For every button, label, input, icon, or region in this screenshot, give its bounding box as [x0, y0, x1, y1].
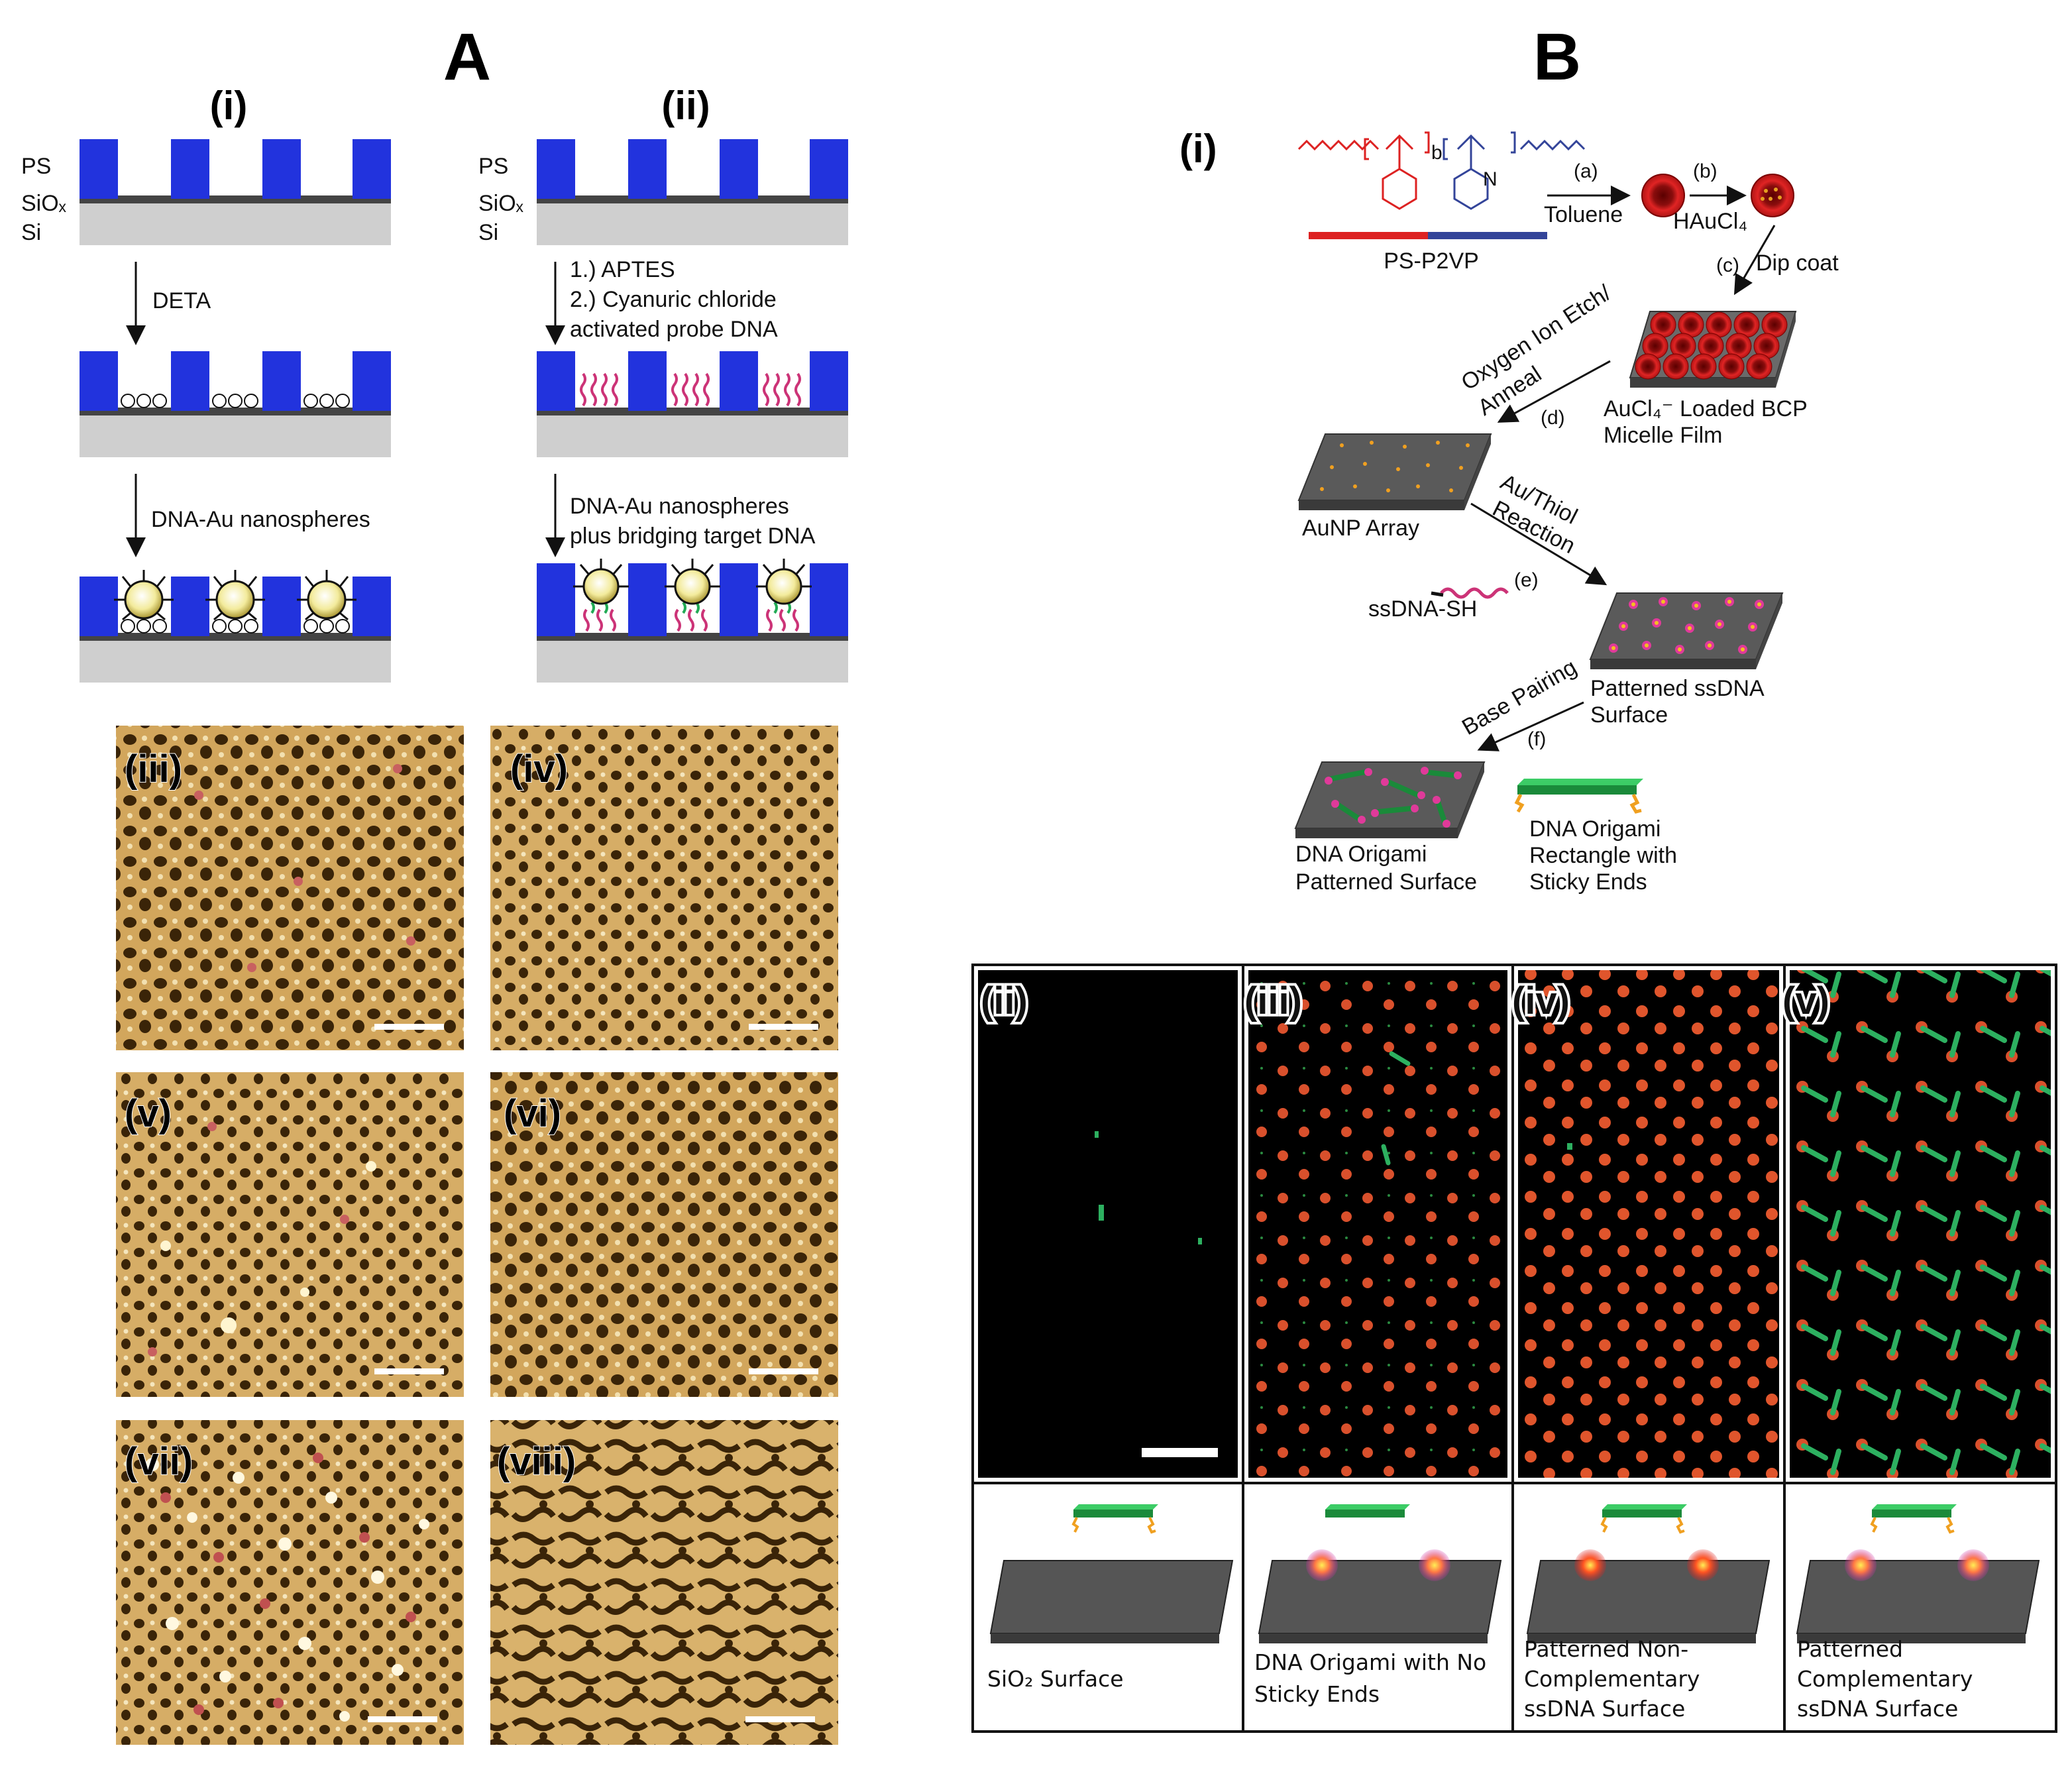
afm-label-v: (v) [125, 1092, 172, 1135]
polymer-label: PS-P2VP [1384, 248, 1479, 274]
afm-image-iv [490, 726, 838, 1050]
afm-image-v [116, 1072, 464, 1397]
layer-si-label-ii: Si [478, 220, 498, 245]
patterned-ssdna-chip [1589, 592, 1784, 669]
afm-image-viii [490, 1420, 838, 1745]
substrate-i-nanospheres [80, 570, 391, 683]
scheme-label-i: (i) [1179, 127, 1217, 171]
cell-4-caption-3: ssDNA Surface [1797, 1696, 1958, 1722]
dip-coat-label: Dip coat [1756, 250, 1839, 276]
ps-p2vp-structure [1297, 131, 1586, 210]
step-a-label: (a) [1574, 160, 1598, 182]
panel-a-col-ii-label: (ii) [661, 83, 710, 128]
substrate-i-deta [80, 351, 391, 457]
base-pairing-label: Base Pairing [1458, 655, 1581, 740]
aunp-array-label: AuNP Array [1302, 516, 1419, 541]
step-dna-au-label-ii-1: DNA-Au nanospheres [570, 494, 789, 519]
step-c-label: (c) [1716, 254, 1739, 276]
cell-4-caption-2: Complementary [1797, 1666, 1973, 1692]
layer-siox-label-ii: SiOₓ [478, 191, 524, 216]
step-d-label: (d) [1541, 407, 1565, 429]
panel-a-col-i-label: (i) [210, 83, 248, 128]
step-cyanuric-label-2: activated probe DNA [570, 317, 778, 342]
schematic-cell-3 [1526, 1504, 1771, 1643]
cell-3-caption-2: Complementary [1524, 1666, 1700, 1692]
afm-image-vii [116, 1420, 464, 1745]
afm-label-iii: (iii) [125, 747, 182, 791]
substrate-ii-probe [537, 351, 848, 457]
substrate-ii-nanospheres [537, 559, 848, 683]
ssdna-sh-label: ssDNA-SH [1368, 596, 1477, 622]
schematic-cell-2 [1258, 1504, 1502, 1643]
cell-2-caption-1: DNA Origami with No [1254, 1649, 1486, 1675]
afm-label-viii: (viii) [497, 1440, 576, 1483]
schematic-cell-4 [1796, 1504, 2040, 1643]
afm-image-b-v [1790, 970, 2051, 1478]
origami-rect-label-1: DNA Origami [1529, 816, 1661, 842]
afm-image-b-iv [1518, 970, 1779, 1478]
afm-label-iv: (iv) [510, 747, 568, 791]
cell-3-caption-1: Patterned Non- [1524, 1636, 1688, 1662]
image-label-b-iii: (iii) [1244, 979, 1302, 1022]
step-deta-label: DETA [152, 288, 211, 313]
image-label-b-v: (v) [1782, 979, 1829, 1022]
step-b-label: (b) [1693, 160, 1718, 182]
step-aptes-label: 1.) APTES [570, 257, 675, 282]
patterned-ssdna-label-1: Patterned ssDNA [1590, 676, 1765, 701]
afm-image-b-ii [978, 970, 1238, 1478]
afm-label-vi: (vi) [504, 1092, 561, 1135]
toluene-label: Toluene [1544, 202, 1623, 227]
step-f-label: (f) [1527, 728, 1546, 750]
step-e-label: (e) [1514, 569, 1539, 591]
ps-p2vp-bar [1309, 232, 1547, 239]
origami-patterned-chip [1294, 761, 1486, 838]
cell-3-caption-3: ssDNA Surface [1524, 1696, 1685, 1722]
image-label-b-ii: (ii) [981, 979, 1028, 1022]
layer-ps-label-ii: PS [478, 154, 508, 179]
cell-4-caption-1: Patterned [1797, 1636, 1903, 1662]
step-dna-au-label-i: DNA-Au nanospheres [151, 507, 370, 532]
empty-micelle [1641, 174, 1685, 217]
bcp-film-label-2: Micelle Film [1604, 423, 1722, 448]
layer-si-label-i: Si [21, 220, 41, 245]
pyridine-n: N [1483, 168, 1498, 190]
origami-surface-label-2: Patterned Surface [1295, 869, 1477, 895]
afm-image-iii [116, 726, 464, 1050]
image-label-b-iv: (iv) [1512, 979, 1570, 1022]
layer-siox-label-i: SiOₓ [21, 191, 67, 216]
afm-label-vii: (vii) [125, 1440, 193, 1483]
panel-b-letter: B [1533, 20, 1581, 94]
ssdna-strand-icon [1440, 587, 1509, 599]
origami-surface-label-1: DNA Origami [1295, 842, 1427, 867]
layer-ps-label-i: PS [21, 154, 51, 179]
afm-image-b-iii [1248, 970, 1507, 1478]
cell-2-caption-2: Sticky Ends [1254, 1681, 1380, 1707]
origami-rect-label-2: Rectangle with [1529, 843, 1677, 868]
afm-image-vi [490, 1072, 838, 1397]
step-cyanuric-label-1: 2.) Cyanuric chloride [570, 287, 777, 312]
cell-1-caption: SiO₂ Surface [987, 1666, 1124, 1692]
block-b-label: b [1431, 142, 1443, 164]
substrate-ii-bare [537, 139, 848, 245]
bcp-micelle-film-chip [1629, 311, 1797, 388]
aunp-array-chip [1297, 433, 1492, 510]
origami-rect-label-3: Sticky Ends [1529, 869, 1647, 895]
loaded-micelle [1751, 174, 1794, 217]
haucl4-label: HAuCl₄ [1673, 209, 1747, 234]
origami-rectangle-icon [1514, 779, 1643, 814]
bcp-film-label-1: AuCl₄⁻ Loaded BCP [1604, 396, 1808, 421]
panel-a-letter: A [443, 20, 491, 94]
substrate-i-bare [80, 139, 391, 245]
schematic-cell-1 [989, 1504, 1234, 1643]
step-dna-au-label-ii-2: plus bridging target DNA [570, 524, 816, 549]
patterned-ssdna-label-2: Surface [1590, 702, 1668, 728]
